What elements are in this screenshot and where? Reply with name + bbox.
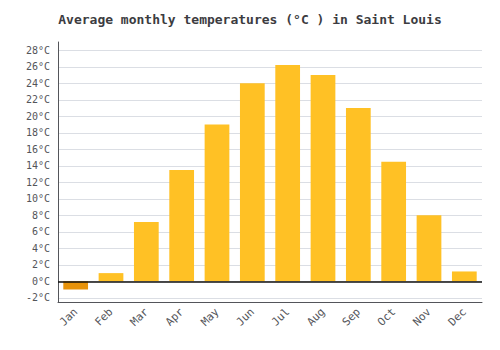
svg-text:Jan: Jan: [57, 305, 80, 328]
svg-text:2°C: 2°C: [32, 259, 50, 270]
svg-text:14°C: 14°C: [26, 160, 50, 171]
svg-text:Nov: Nov: [410, 305, 433, 328]
svg-text:24°C: 24°C: [26, 78, 50, 89]
svg-text:Apr: Apr: [163, 305, 186, 328]
svg-text:May: May: [198, 305, 221, 328]
svg-text:Feb: Feb: [92, 305, 115, 328]
svg-text:16°C: 16°C: [26, 144, 50, 155]
svg-text:22°C: 22°C: [26, 94, 50, 105]
svg-text:4°C: 4°C: [32, 243, 50, 254]
svg-text:0°C: 0°C: [32, 276, 50, 287]
svg-text:10°C: 10°C: [26, 193, 50, 204]
svg-text:6°C: 6°C: [32, 226, 50, 237]
svg-text:18°C: 18°C: [26, 127, 50, 138]
svg-text:Aug: Aug: [304, 305, 327, 328]
svg-text:Jul: Jul: [269, 305, 292, 328]
svg-text:8°C: 8°C: [32, 210, 50, 221]
svg-text:20°C: 20°C: [26, 111, 50, 122]
svg-text:Average monthly temperatures (: Average monthly temperatures (°C ) in Sa…: [58, 12, 442, 27]
svg-text:Dec: Dec: [446, 305, 469, 328]
svg-text:Oct: Oct: [375, 305, 398, 328]
svg-text:12°C: 12°C: [26, 177, 50, 188]
svg-text:26°C: 26°C: [26, 61, 50, 72]
svg-text:-2°C: -2°C: [26, 292, 50, 303]
svg-text:Jun: Jun: [234, 305, 257, 328]
svg-text:Sep: Sep: [340, 305, 363, 328]
svg-text:28°C: 28°C: [26, 45, 50, 56]
svg-text:Mar: Mar: [128, 305, 151, 328]
